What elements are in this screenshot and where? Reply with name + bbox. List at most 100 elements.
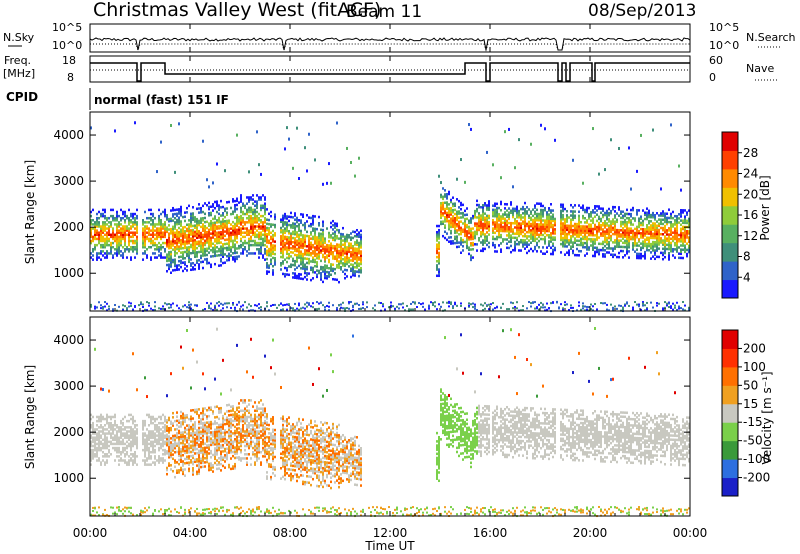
echo-cell [544, 252, 546, 255]
echo-cell [562, 213, 564, 217]
echo-cell [104, 225, 106, 228]
echo-cell [448, 190, 450, 194]
echo-cell [230, 231, 232, 235]
echo-cell [310, 251, 312, 255]
echo-cell [268, 227, 270, 230]
echo-cell [516, 213, 518, 217]
echo-cell [128, 419, 130, 423]
echo-cell [292, 222, 294, 225]
echo-cell [282, 260, 284, 263]
echo-cell [272, 240, 274, 243]
echo-cell [100, 442, 102, 446]
echo-cell [602, 230, 604, 233]
echo-cell [526, 251, 528, 255]
echo-cell [344, 250, 346, 253]
echo-cell [518, 213, 520, 217]
echo-cell [130, 436, 132, 439]
echo-cell [314, 248, 316, 251]
echo-cell [182, 230, 184, 233]
echo-cell [300, 307, 302, 310]
echo-cell [682, 227, 684, 231]
echo-cell [104, 508, 106, 511]
echo-cell [582, 181, 584, 185]
echo-cell [116, 248, 118, 251]
echo-cell [280, 243, 282, 246]
echo-cell [466, 230, 468, 233]
echo-cell [446, 217, 448, 221]
echo-cell [142, 227, 144, 230]
echo-cell [178, 212, 180, 215]
echo-cell [526, 241, 528, 244]
echo-cell [498, 244, 500, 247]
echo-cell [618, 245, 620, 249]
echo-cell [512, 230, 514, 233]
echo-cell [202, 243, 204, 247]
echo-cell [292, 166, 294, 170]
echo-cell [608, 220, 610, 223]
echo-cell [332, 263, 334, 266]
echo-cell [660, 220, 662, 224]
echo-cell [220, 224, 222, 228]
echo-cell [296, 243, 298, 247]
echo-cell [554, 138, 556, 142]
echo-cell [190, 268, 192, 272]
echo-cell [236, 232, 238, 236]
echo-cell [100, 413, 102, 417]
echo-cell [464, 217, 466, 221]
echo-cell [106, 440, 108, 444]
echo-cell [192, 247, 194, 251]
echo-cell [686, 236, 688, 239]
echo-cell [170, 271, 172, 274]
echo-cell [302, 240, 304, 243]
echo-cell [226, 242, 228, 246]
echo-cell [176, 214, 178, 218]
echo-cell [634, 227, 636, 231]
echo-cell [646, 308, 648, 311]
echo-cell [138, 304, 140, 307]
echo-cell [580, 229, 582, 232]
echo-cell [626, 212, 628, 216]
echo-cell [106, 302, 108, 305]
echo-cell [318, 221, 320, 225]
echo-cell [676, 246, 678, 249]
echo-cell [616, 255, 618, 259]
echo-cell [484, 307, 486, 310]
echo-cell [320, 236, 322, 240]
echo-cell [508, 213, 510, 217]
colorbar-tick-label: 12 [743, 229, 758, 243]
echo-cell [540, 306, 542, 309]
echo-cell [264, 239, 266, 243]
echo-cell [108, 421, 110, 425]
echo-cell [186, 229, 188, 233]
echo-cell [192, 268, 194, 271]
echo-cell [330, 225, 332, 229]
echo-cell [336, 257, 338, 261]
echo-cell [596, 227, 598, 231]
echo-cell [260, 308, 262, 311]
echo-cell [550, 246, 552, 250]
y-tick-label: 3000 [53, 174, 84, 188]
echo-cell [134, 436, 136, 439]
echo-cell [148, 233, 150, 237]
echo-cell [98, 256, 100, 259]
echo-cell [170, 259, 172, 262]
echo-cell [250, 305, 252, 308]
echo-cell [298, 250, 300, 253]
echo-cell [282, 229, 284, 232]
echo-cell [178, 259, 180, 263]
echo-cell [636, 254, 638, 258]
echo-cell [486, 214, 488, 218]
echo-cell [566, 232, 568, 236]
echo-cell [192, 239, 194, 242]
echo-cell [360, 256, 362, 260]
echo-cell [442, 187, 444, 190]
echo-cell [90, 221, 92, 224]
echo-cell [240, 221, 242, 224]
echo-cell [220, 247, 222, 251]
echo-cell [334, 238, 336, 242]
echo-cell [136, 208, 138, 212]
echo-cell [538, 229, 540, 232]
echo-cell [498, 206, 500, 210]
echo-cell [252, 233, 254, 237]
echo-cell [244, 204, 246, 208]
